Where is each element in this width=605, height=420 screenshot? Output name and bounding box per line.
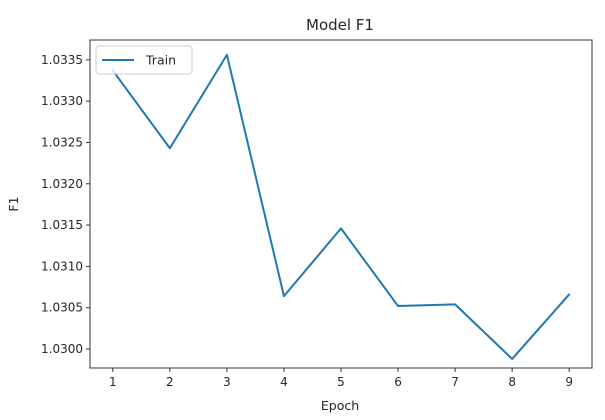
x-axis-label: Epoch bbox=[321, 398, 359, 413]
x-tick-label: 2 bbox=[166, 375, 174, 389]
x-tick-label: 6 bbox=[394, 375, 402, 389]
series-layer bbox=[111, 53, 571, 360]
y-tick-label: 1.0315 bbox=[41, 218, 83, 232]
y-tick-label: 1.0330 bbox=[41, 94, 83, 108]
y-tick-label: 1.0325 bbox=[41, 135, 83, 149]
legend-box bbox=[95, 45, 193, 75]
x-tick-label: 5 bbox=[337, 375, 345, 389]
legend-label-train: Train bbox=[145, 53, 176, 68]
legend: Train bbox=[95, 45, 193, 75]
x-axis: 1 2 3 4 5 6 7 8 9 bbox=[109, 368, 573, 389]
x-tick-label: 4 bbox=[280, 375, 288, 389]
x-tick-label: 8 bbox=[508, 375, 516, 389]
plot-area bbox=[89, 39, 593, 369]
y-tick-label: 1.0305 bbox=[41, 301, 83, 315]
x-tick-label: 9 bbox=[565, 375, 573, 389]
series-line-train bbox=[111, 53, 571, 360]
chart-title: Model F1 bbox=[306, 16, 374, 34]
y-axis-label: F1 bbox=[6, 196, 21, 211]
x-tick-label: 3 bbox=[223, 375, 231, 389]
x-tick-label: 7 bbox=[451, 375, 459, 389]
y-tick-label: 1.0320 bbox=[41, 177, 83, 191]
y-tick-label: 1.0335 bbox=[41, 53, 83, 67]
y-tick-label: 1.0300 bbox=[41, 342, 83, 356]
y-tick-label: 1.0310 bbox=[41, 259, 83, 273]
x-tick-label: 1 bbox=[109, 375, 117, 389]
y-axis: 1.0300 1.0305 1.0310 1.0315 1.0320 1.0325 1.03… bbox=[41, 53, 90, 356]
